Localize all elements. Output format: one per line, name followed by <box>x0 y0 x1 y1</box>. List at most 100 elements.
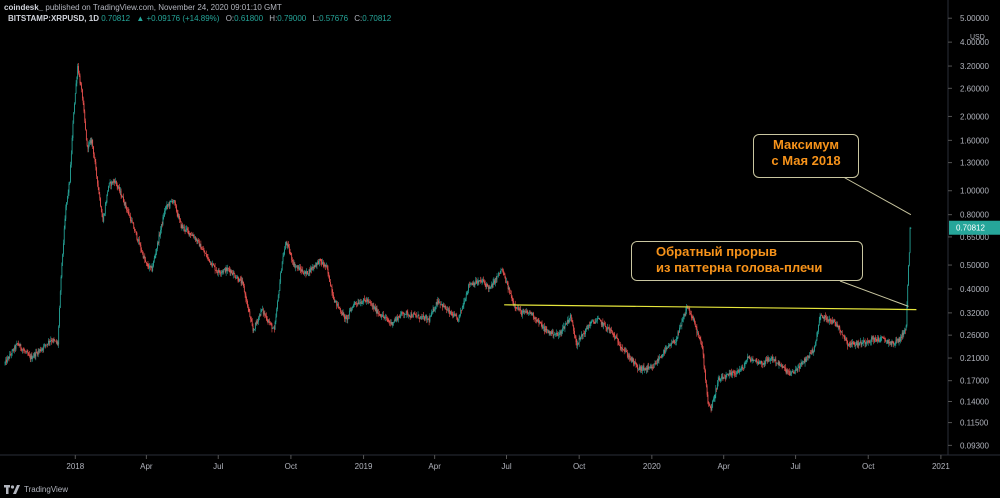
y-tick-label: 0.65000 <box>960 233 989 242</box>
candle-body <box>289 252 291 254</box>
candle-body <box>803 361 805 364</box>
candle-body <box>326 265 327 267</box>
candle-body <box>702 349 704 355</box>
candle-body <box>884 338 886 341</box>
candle-body <box>197 240 199 242</box>
candle-body <box>676 338 678 340</box>
candle-body <box>108 182 110 186</box>
candle-body <box>223 269 225 273</box>
candle-body <box>111 181 113 186</box>
candle-body <box>143 256 145 258</box>
candle-body <box>585 328 586 335</box>
candle-body <box>658 359 660 361</box>
candle-body <box>777 362 778 364</box>
candle-body <box>157 242 158 249</box>
candle-body <box>59 307 60 327</box>
candle-body <box>80 83 82 86</box>
candle-body <box>420 316 421 319</box>
candle-body <box>239 278 241 280</box>
candle-body <box>106 194 108 203</box>
candle-body <box>815 340 817 343</box>
candle-body <box>766 360 768 362</box>
candle-body <box>563 326 565 329</box>
candle-body <box>134 230 136 232</box>
candle-body <box>814 345 815 352</box>
candle-body <box>376 307 378 314</box>
candle-body <box>637 365 639 369</box>
candle-body <box>436 302 438 305</box>
candle-body <box>601 321 603 325</box>
close-value: 0.70812 <box>362 14 392 23</box>
candle-body <box>461 309 462 311</box>
neckline <box>504 304 917 311</box>
candle-body <box>327 268 329 274</box>
candle-body <box>695 326 697 327</box>
candle-body <box>200 243 202 250</box>
candle-body <box>55 340 57 343</box>
candle-body <box>649 366 651 368</box>
candle-body <box>560 331 562 334</box>
candle-body <box>410 313 412 317</box>
candle-body <box>880 337 882 341</box>
candle-body <box>630 357 632 360</box>
candle-body <box>241 280 243 284</box>
candle-body <box>840 331 842 333</box>
candle-body <box>31 355 33 359</box>
author[interactable]: coindesk_ <box>4 3 44 12</box>
candle-body <box>432 308 434 312</box>
candle-body <box>705 370 706 381</box>
candle-body <box>309 269 311 273</box>
candle-body <box>684 314 686 316</box>
candle-body <box>18 345 20 347</box>
candle-body <box>45 344 47 346</box>
candle-body <box>350 310 352 311</box>
candle-body <box>585 328 587 329</box>
candle-body <box>851 342 853 345</box>
candle-body <box>287 244 289 246</box>
footer-brand-label: TradingView <box>24 485 69 494</box>
candle-body <box>668 345 670 346</box>
candle-body <box>892 341 894 342</box>
candle-body <box>468 284 470 291</box>
candle-body <box>394 320 396 321</box>
candle-body <box>288 246 290 253</box>
candle-body <box>862 342 864 344</box>
candle-body <box>67 192 69 196</box>
candle-body <box>810 352 811 354</box>
candle-body <box>739 369 741 370</box>
candle-body <box>611 331 613 334</box>
candle-body <box>670 345 672 346</box>
candle-body <box>39 349 41 351</box>
candle-body <box>734 373 736 374</box>
candle-body <box>399 316 401 318</box>
candle-body <box>297 266 299 268</box>
candle-body <box>290 253 292 255</box>
candle-body <box>858 343 860 346</box>
candle-body <box>774 359 776 361</box>
candle-body <box>546 330 548 332</box>
symbol-label[interactable]: BITSTAMP:XRPUSD, 1D <box>8 14 99 23</box>
current-price-label: 0.70812 <box>956 224 985 233</box>
footer-brand[interactable]: TradingView <box>4 485 68 494</box>
candle-body <box>412 313 414 317</box>
candle-body <box>303 273 305 275</box>
candle-body <box>576 342 578 346</box>
candle-body <box>24 350 26 352</box>
candle-body <box>611 329 612 332</box>
candle-body <box>907 285 909 306</box>
candle-body <box>745 362 747 364</box>
candle-body <box>435 302 437 307</box>
candle-body <box>691 316 693 318</box>
candle-body <box>331 286 333 293</box>
candle-body <box>801 362 803 365</box>
candle-body <box>521 311 523 316</box>
candle-body <box>607 327 609 328</box>
candle-body <box>758 361 759 364</box>
candle-body <box>642 366 644 368</box>
candle-body <box>460 309 462 315</box>
candle-body <box>663 350 665 355</box>
candle-body <box>888 342 890 344</box>
y-tick-label: 0.09300 <box>960 441 989 450</box>
candle-body <box>687 308 689 309</box>
